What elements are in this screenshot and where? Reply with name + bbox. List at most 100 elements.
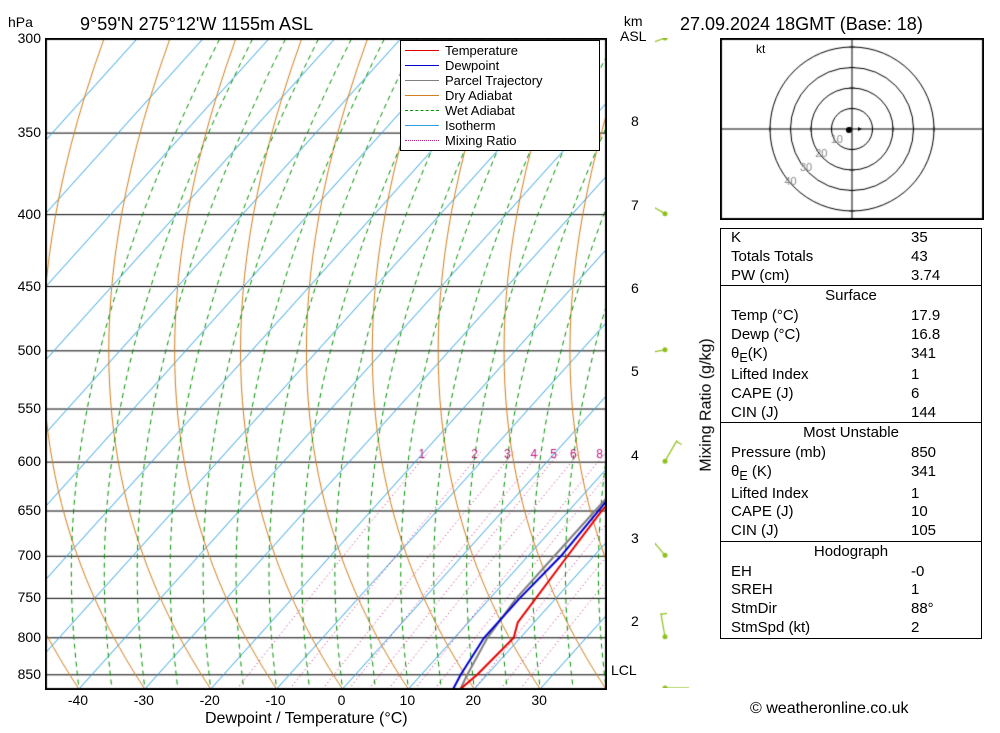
mixing-ratio-axis-label: Mixing Ratio (g/kg) bbox=[698, 338, 716, 471]
attribution-label: © weatheronline.co.uk bbox=[750, 700, 909, 718]
pressure-tick: 850 bbox=[3, 666, 41, 682]
stat-value: 1 bbox=[911, 485, 971, 504]
pressure-tick: 300 bbox=[3, 30, 41, 46]
hodograph-plot bbox=[720, 38, 984, 220]
altitude-tick: 3 bbox=[631, 530, 639, 546]
temperature-tick: -30 bbox=[129, 692, 159, 708]
legend-label: Dry Adiabat bbox=[445, 88, 512, 103]
stat-row: θE (K)341 bbox=[721, 463, 981, 485]
stat-row: CAPE (J)10 bbox=[721, 503, 981, 522]
pressure-tick: 400 bbox=[3, 206, 41, 222]
stat-label: Lifted Index bbox=[731, 485, 911, 504]
stat-value: 10 bbox=[911, 503, 971, 522]
stat-row: Lifted Index1 bbox=[721, 366, 981, 385]
section-header: Surface bbox=[721, 286, 981, 307]
stat-row: θE(K)341 bbox=[721, 345, 981, 367]
altitude-tick: 4 bbox=[631, 447, 639, 463]
pressure-tick: 800 bbox=[3, 629, 41, 645]
stat-row: EH-0 bbox=[721, 563, 981, 582]
stat-label: Dewp (°C) bbox=[731, 326, 911, 345]
stat-value: 341 bbox=[911, 345, 971, 367]
temperature-tick: -40 bbox=[63, 692, 93, 708]
lcl-label: LCL bbox=[611, 662, 637, 678]
stat-value: 6 bbox=[911, 385, 971, 404]
skewt-legend: TemperatureDewpointParcel TrajectoryDry … bbox=[400, 40, 600, 151]
stat-value: 850 bbox=[911, 444, 971, 463]
stat-value: -0 bbox=[911, 563, 971, 582]
legend-label: Mixing Ratio bbox=[445, 133, 517, 148]
stat-label: SREH bbox=[731, 581, 911, 600]
stat-row: Lifted Index1 bbox=[721, 485, 981, 504]
stat-value: 144 bbox=[911, 404, 971, 423]
stat-label: Totals Totals bbox=[731, 248, 911, 267]
altitude-tick: 2 bbox=[631, 613, 639, 629]
stat-label: θE (K) bbox=[731, 463, 911, 485]
altitude-unit-label: kmASL bbox=[620, 14, 646, 45]
temperature-tick: 30 bbox=[524, 692, 554, 708]
pressure-tick: 700 bbox=[3, 547, 41, 563]
pressure-unit-label: hPa bbox=[8, 14, 33, 30]
legend-item: Mixing Ratio bbox=[405, 133, 595, 148]
stat-row: CIN (J)105 bbox=[721, 522, 981, 541]
stat-label: PW (cm) bbox=[731, 267, 911, 286]
temperature-tick: 10 bbox=[392, 692, 422, 708]
legend-item: Dry Adiabat bbox=[405, 88, 595, 103]
stat-value: 43 bbox=[911, 248, 971, 267]
legend-item: Wet Adiabat bbox=[405, 103, 595, 118]
pressure-tick: 500 bbox=[3, 342, 41, 358]
stat-label: Pressure (mb) bbox=[731, 444, 911, 463]
stat-label: CAPE (J) bbox=[731, 385, 911, 404]
stat-value: 3.74 bbox=[911, 267, 971, 286]
legend-item: Isotherm bbox=[405, 118, 595, 133]
legend-item: Parcel Trajectory bbox=[405, 73, 595, 88]
stat-label: StmSpd (kt) bbox=[731, 619, 911, 638]
hodograph-unit-label: kt bbox=[756, 42, 765, 56]
stat-row: Totals Totals43 bbox=[721, 248, 981, 267]
altitude-tick: 5 bbox=[631, 363, 639, 379]
stat-label: K bbox=[731, 229, 911, 248]
legend-item: Temperature bbox=[405, 43, 595, 58]
stat-value: 105 bbox=[911, 522, 971, 541]
stats-table: K35Totals Totals43PW (cm)3.74SurfaceTemp… bbox=[720, 228, 982, 639]
pressure-tick: 750 bbox=[3, 589, 41, 605]
stat-row: StmSpd (kt)2 bbox=[721, 619, 981, 638]
legend-label: Isotherm bbox=[445, 118, 496, 133]
stat-row: PW (cm)3.74 bbox=[721, 267, 981, 286]
stat-value: 88° bbox=[911, 600, 971, 619]
stat-row: Dewp (°C)16.8 bbox=[721, 326, 981, 345]
temperature-tick: 0 bbox=[326, 692, 356, 708]
stat-row: Pressure (mb)850 bbox=[721, 444, 981, 463]
section-header: Most Unstable bbox=[721, 423, 981, 444]
location-title: 9°59'N 275°12'W 1155m ASL bbox=[80, 14, 313, 35]
pressure-tick: 450 bbox=[3, 278, 41, 294]
temperature-tick: -20 bbox=[195, 692, 225, 708]
pressure-tick: 650 bbox=[3, 502, 41, 518]
temperature-tick: -10 bbox=[261, 692, 291, 708]
altitude-tick: 6 bbox=[631, 280, 639, 296]
legend-label: Wet Adiabat bbox=[445, 103, 515, 118]
stat-row: K35 bbox=[721, 229, 981, 248]
temperature-tick: 20 bbox=[458, 692, 488, 708]
stat-value: 341 bbox=[911, 463, 971, 485]
x-axis-label: Dewpoint / Temperature (°C) bbox=[205, 710, 408, 728]
stat-row: StmDir88° bbox=[721, 600, 981, 619]
pressure-tick: 600 bbox=[3, 453, 41, 469]
stat-row: CAPE (J)6 bbox=[721, 385, 981, 404]
altitude-tick: 7 bbox=[631, 197, 639, 213]
stat-value: 35 bbox=[911, 229, 971, 248]
pressure-tick: 550 bbox=[3, 400, 41, 416]
stat-value: 16.8 bbox=[911, 326, 971, 345]
stat-label: StmDir bbox=[731, 600, 911, 619]
legend-label: Parcel Trajectory bbox=[445, 73, 543, 88]
stat-row: SREH1 bbox=[721, 581, 981, 600]
altitude-tick: 8 bbox=[631, 113, 639, 129]
stat-row: CIN (J)144 bbox=[721, 404, 981, 423]
stat-label: Lifted Index bbox=[731, 366, 911, 385]
stat-label: CIN (J) bbox=[731, 522, 911, 541]
stat-label: CAPE (J) bbox=[731, 503, 911, 522]
legend-label: Temperature bbox=[445, 43, 518, 58]
legend-item: Dewpoint bbox=[405, 58, 595, 73]
stat-label: EH bbox=[731, 563, 911, 582]
pressure-tick: 350 bbox=[3, 124, 41, 140]
stat-row: Temp (°C)17.9 bbox=[721, 307, 981, 326]
